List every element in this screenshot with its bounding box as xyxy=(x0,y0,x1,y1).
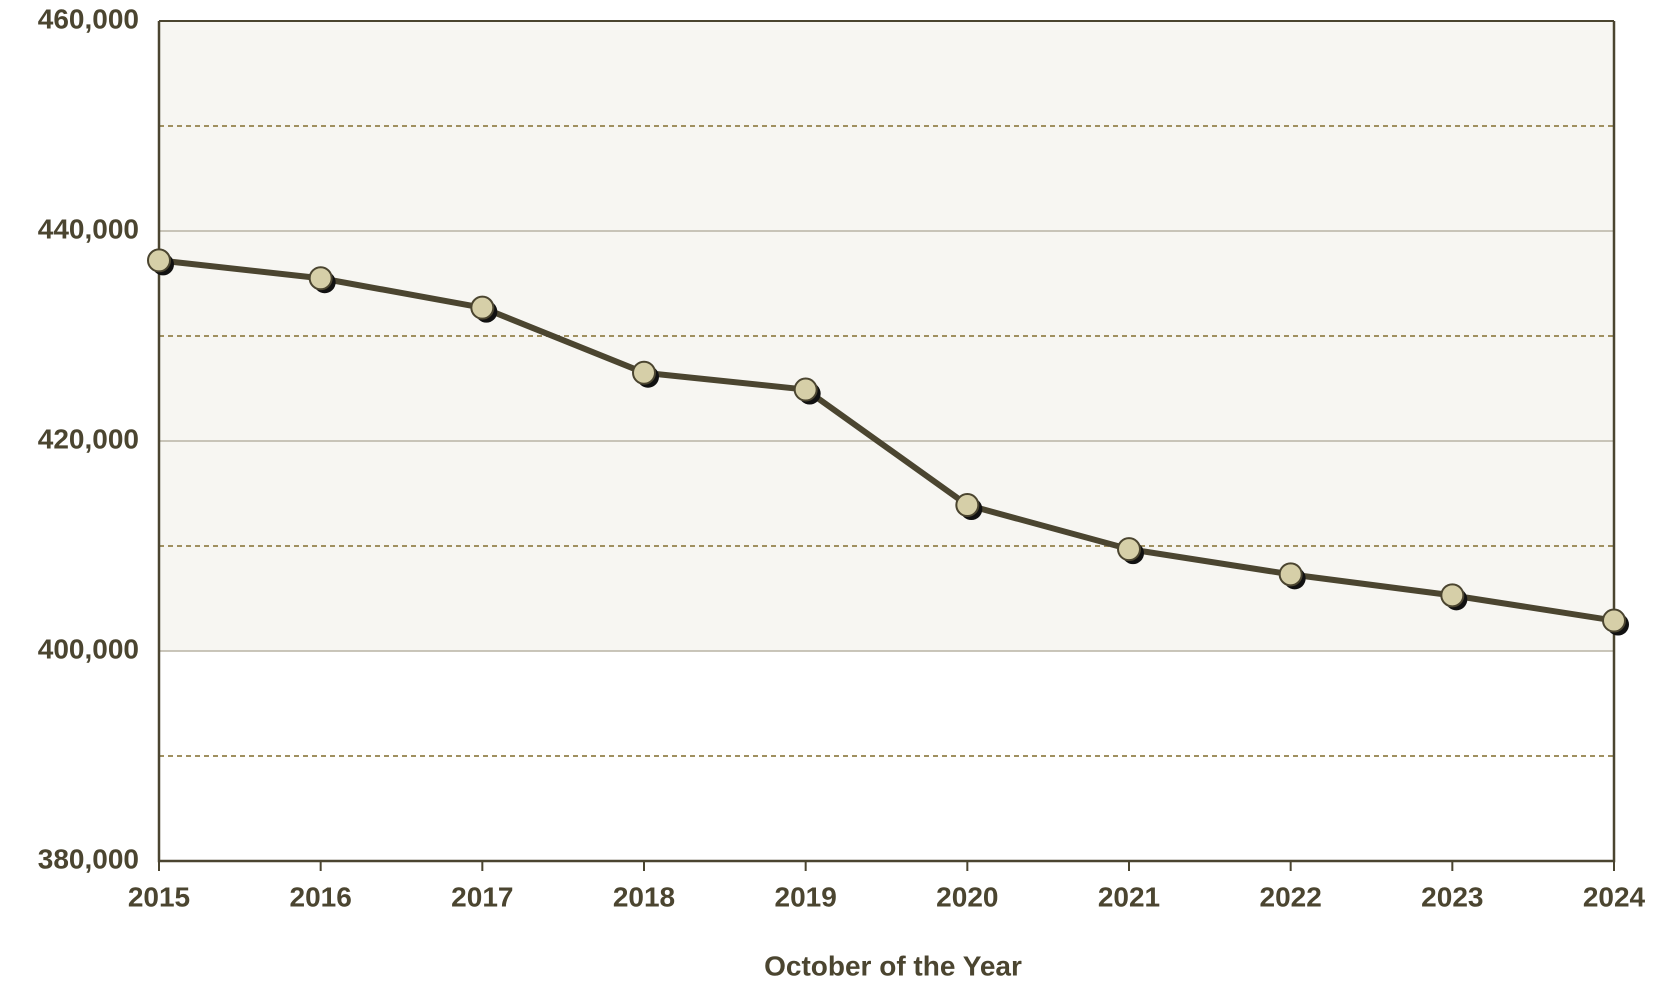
marker xyxy=(470,295,495,320)
x-tick-label: 2017 xyxy=(451,881,513,912)
x-tick-label: 2021 xyxy=(1098,881,1160,912)
marker xyxy=(1602,608,1626,633)
x-tick-label: 2016 xyxy=(290,881,352,912)
y-tick-label: 440,000 xyxy=(38,213,139,244)
axis-frame xyxy=(157,21,1616,863)
y-tick-label: 380,000 xyxy=(38,843,139,874)
marker xyxy=(632,360,656,385)
y-tick-label: 400,000 xyxy=(38,633,139,664)
x-tick-label: 2018 xyxy=(613,881,675,912)
marker xyxy=(1278,562,1303,587)
marker xyxy=(147,248,171,273)
marker xyxy=(955,493,980,518)
marker xyxy=(1440,583,1465,608)
x-tick-label: 2022 xyxy=(1260,881,1322,912)
x-tick-label: 2024 xyxy=(1583,881,1646,912)
marker xyxy=(308,266,333,291)
x-axis-label: October of the Year xyxy=(764,950,1022,981)
y-tick-label: 460,000 xyxy=(38,3,139,34)
line xyxy=(158,257,1615,624)
x-tick-label: 2015 xyxy=(128,881,190,912)
x-tick-label: 2020 xyxy=(936,881,998,912)
y-tick-label: 420,000 xyxy=(38,423,139,454)
x-tick-label: 2023 xyxy=(1421,881,1483,912)
x-tick-label: 2019 xyxy=(775,881,837,912)
marker xyxy=(1117,537,1141,562)
marker xyxy=(793,377,818,402)
shaded-band xyxy=(159,21,1614,651)
